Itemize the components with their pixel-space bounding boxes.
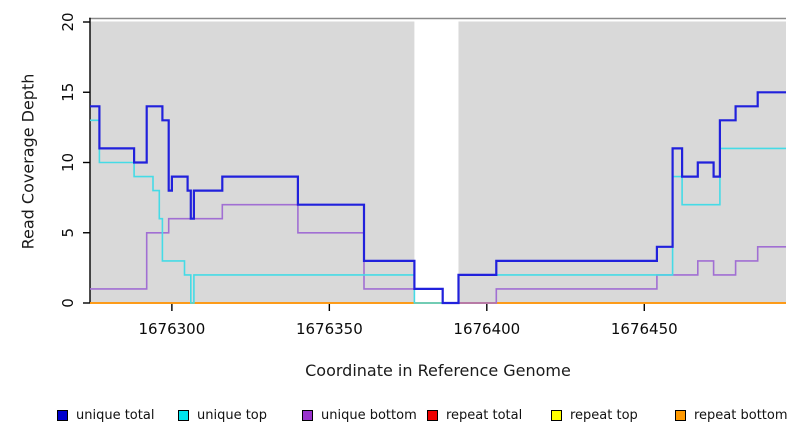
coverage-plot: 0 5 10 15 20 1676300 1676350 1676400 1676450 — [59, 12, 786, 338]
legend-label: unique top — [197, 408, 268, 423]
legend-item-unique-top: unique top — [178, 408, 267, 423]
x-tick-label: 1676400 — [453, 320, 520, 338]
legend-label: unique bottom — [321, 408, 417, 423]
legend-label: unique total — [76, 408, 155, 423]
y-tick-label: 10 — [59, 153, 77, 172]
legend-label: repeat top — [570, 408, 638, 423]
x-tick-label: 1676350 — [296, 320, 363, 338]
legend-item-unique-total: unique total — [57, 408, 154, 423]
legend-item-repeat-top: repeat top — [551, 408, 638, 423]
legend-label: repeat bottom — [694, 408, 788, 423]
x-axis-title: Coordinate in Reference Genome — [305, 361, 571, 380]
legend-swatch-unique-top — [178, 410, 189, 421]
legend-label: repeat total — [446, 408, 523, 423]
y-tick-label: 20 — [59, 12, 77, 31]
legend-swatch-unique-bottom — [302, 410, 313, 421]
legend-swatch-repeat-bottom — [675, 410, 686, 421]
legend-swatch-unique-total — [57, 410, 68, 421]
y-tick-label: 0 — [59, 298, 77, 308]
x-tick-label: 1676450 — [611, 320, 678, 338]
series-line-unique-total — [90, 91, 786, 305]
coverage-gap-band — [414, 21, 459, 303]
series-line-unique-top — [90, 119, 786, 304]
x-tick-label: 1676300 — [138, 320, 205, 338]
y-axis-title: Read Coverage Depth — [18, 73, 38, 250]
series-line-unique-bottom — [90, 203, 786, 304]
legend-item-repeat-total: repeat total — [427, 408, 522, 423]
legend-item-unique-bottom: unique bottom — [302, 408, 417, 423]
legend-item-repeat-bottom: repeat bottom — [675, 408, 788, 423]
y-tick-label: 15 — [59, 83, 77, 102]
legend-swatch-repeat-top — [551, 410, 562, 421]
legend-swatch-repeat-total — [427, 410, 438, 421]
y-tick-label: 5 — [59, 228, 77, 238]
